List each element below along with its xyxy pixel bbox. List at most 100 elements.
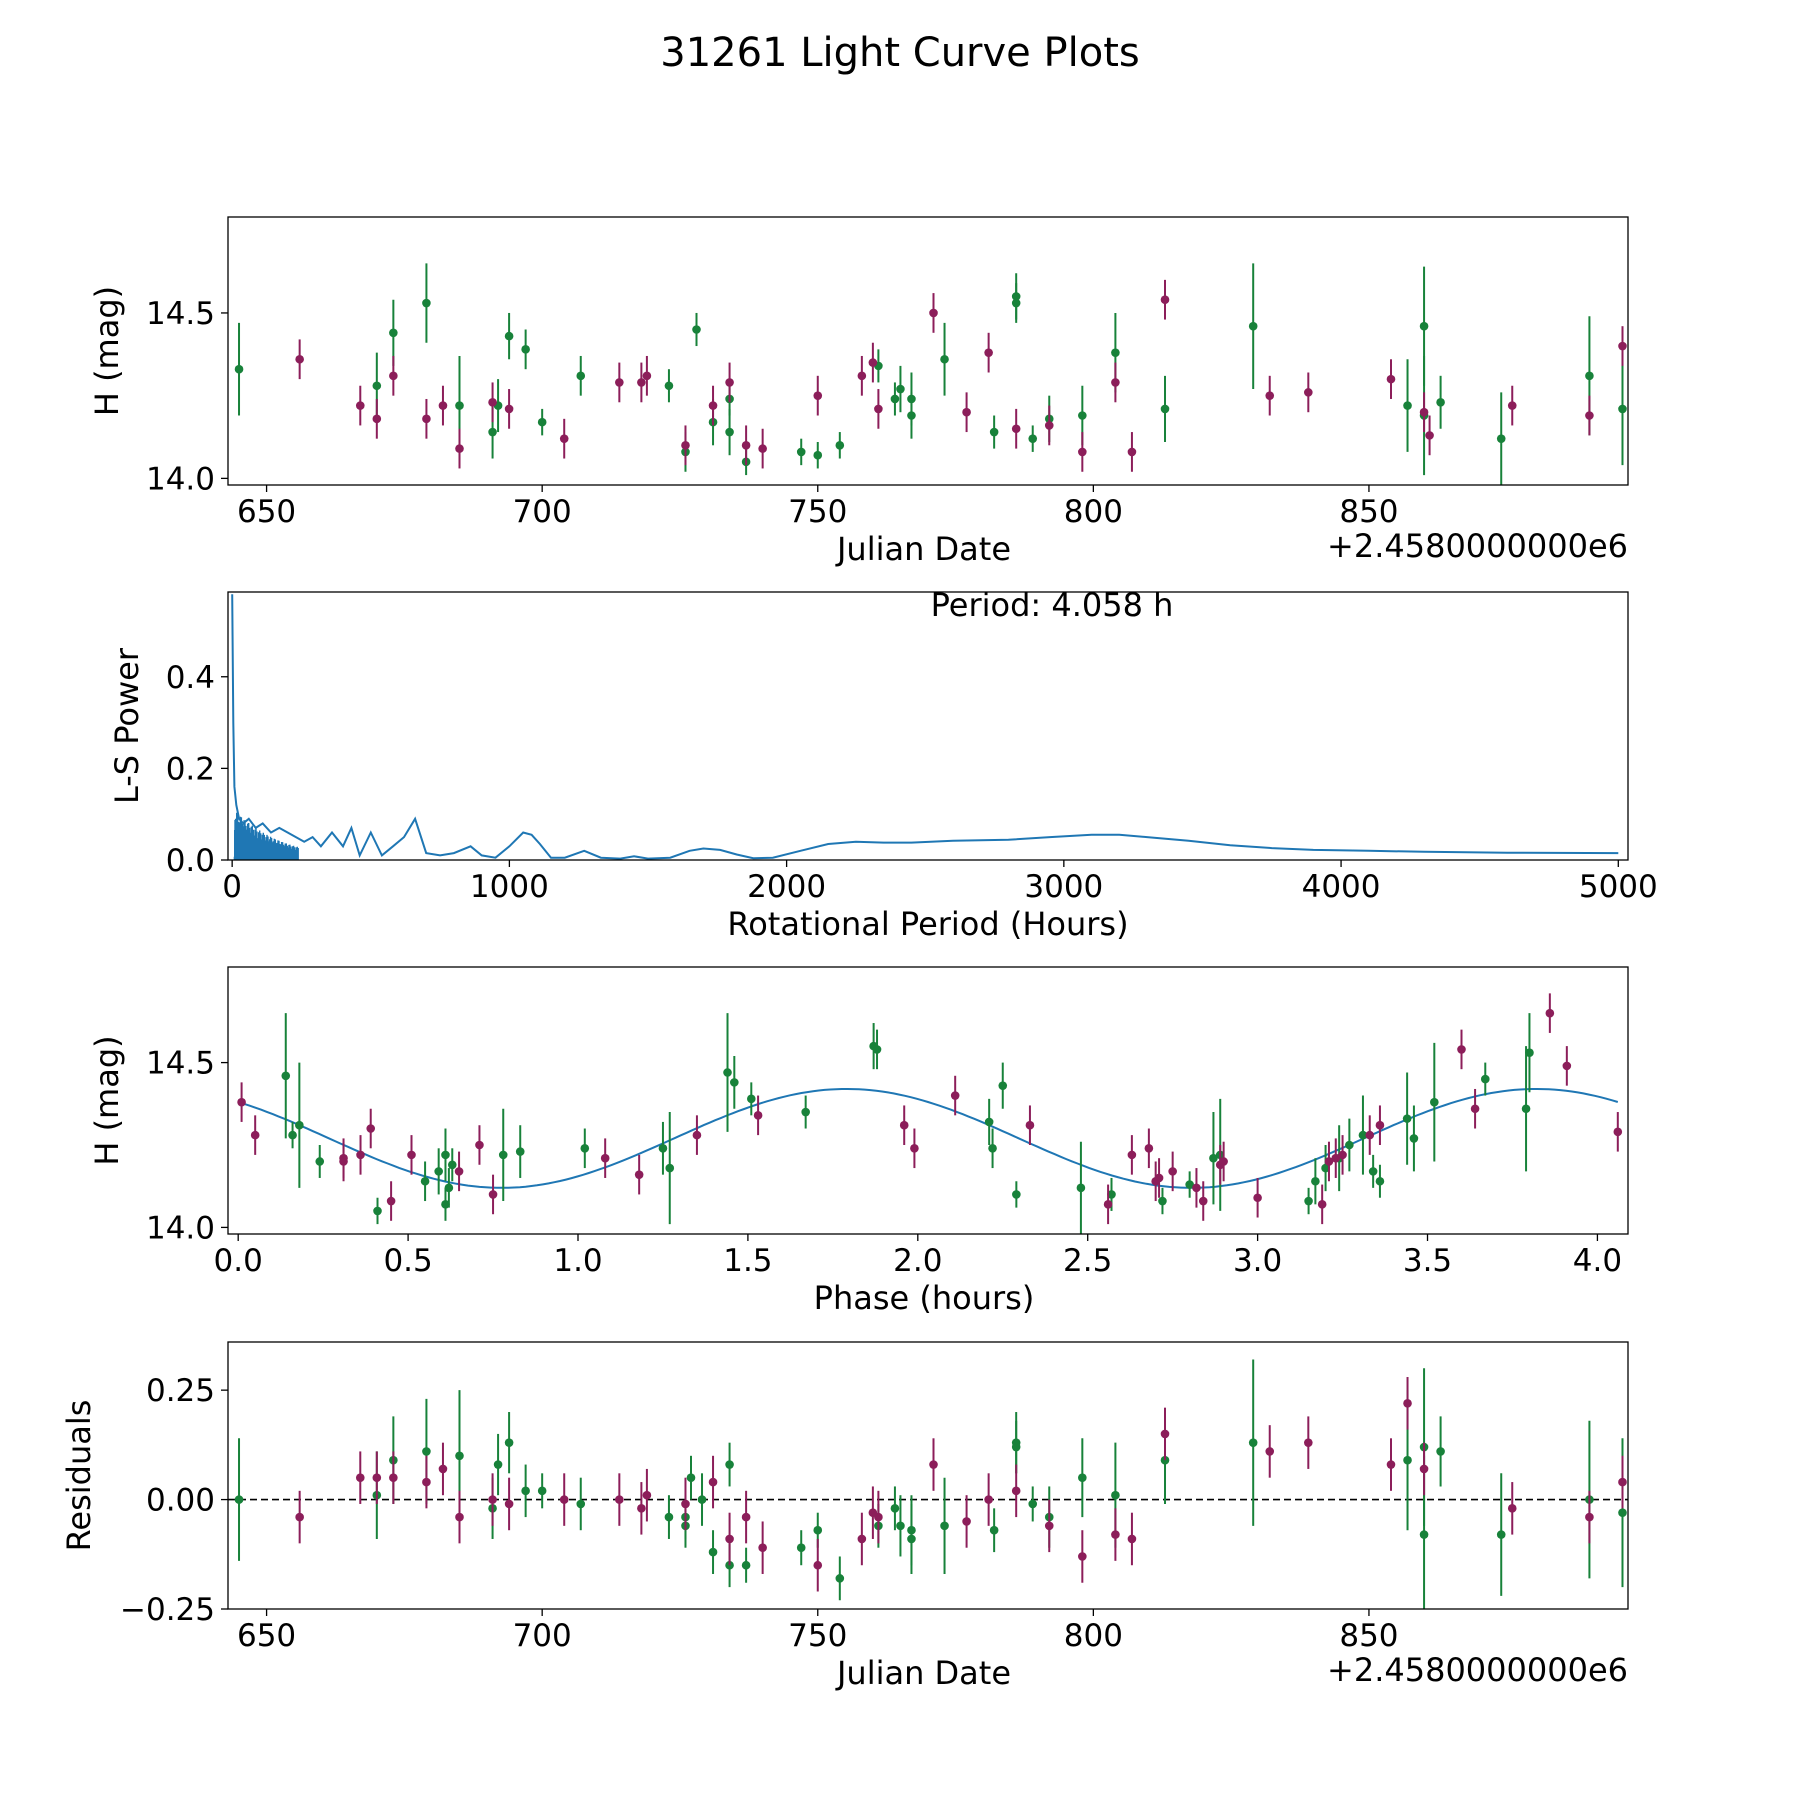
data-point: [1436, 1447, 1445, 1456]
data-point: [1253, 1193, 1262, 1203]
x-tick-label: 700: [513, 1618, 572, 1654]
data-point: [681, 1499, 690, 1509]
data-point: [910, 1143, 919, 1153]
data-point: [1521, 1104, 1531, 1114]
data-point: [1185, 1180, 1194, 1189]
data-point: [315, 1157, 325, 1166]
panel-phase-folded: 0.0 0.5 1.0 1.5 2.0 2.5 3.0 3.5 4.0 14.0 14.5 Phase…: [88, 966, 1629, 1317]
data-point: [615, 378, 624, 387]
data-point: [940, 1521, 949, 1531]
x-tick-label: 700: [513, 494, 572, 530]
y-tick-label: 0.0: [166, 843, 215, 879]
data-point: [234, 1495, 244, 1504]
x-tick-label: 800: [1064, 1618, 1123, 1654]
data-point: [1507, 1504, 1517, 1513]
data-point: [504, 1438, 514, 1447]
data-point: [1154, 1173, 1164, 1183]
data-point: [708, 1547, 718, 1557]
data-point: [1111, 1490, 1120, 1500]
data-point: [559, 434, 569, 443]
plot-area: [231, 594, 1619, 860]
data-point: [422, 414, 431, 424]
y-tick-label: −0.25: [120, 1592, 215, 1628]
data-point: [504, 1499, 514, 1509]
x-tick-label: 4.0: [1573, 1243, 1622, 1279]
data-point: [1111, 348, 1120, 357]
data-point: [521, 1486, 530, 1496]
data-point: [1457, 1045, 1466, 1054]
data-point: [1028, 1499, 1038, 1509]
data-point: [1585, 371, 1594, 381]
data-point: [234, 364, 244, 374]
y-tick-label: 14.0: [146, 461, 215, 497]
data-point: [356, 1150, 365, 1160]
data-point: [708, 1477, 718, 1487]
data-point: [1078, 1552, 1087, 1561]
data-point: [1613, 1127, 1623, 1137]
data-point: [389, 371, 398, 381]
x-tick-label: 0: [222, 869, 242, 905]
data-point: [686, 1473, 696, 1482]
data-point: [907, 1534, 916, 1544]
x-tick-label: 4000: [1302, 869, 1381, 905]
data-point: [874, 1512, 883, 1522]
data-point: [907, 411, 916, 420]
data-point: [796, 1543, 806, 1553]
data-point: [1311, 1176, 1320, 1186]
data-point: [962, 407, 971, 417]
data-point: [857, 1534, 867, 1544]
data-point: [422, 1447, 431, 1456]
data-point: [1198, 1196, 1208, 1206]
panel-time-series: 650 700 750 800 850 14.0 14.5 Julian Date H (mag…: [88, 216, 1629, 568]
data-point: [929, 1460, 938, 1469]
data-point: [988, 1143, 997, 1153]
data-point: [1409, 1134, 1419, 1143]
data-point: [801, 1107, 810, 1117]
data-point: [758, 444, 767, 453]
data-point: [281, 1071, 291, 1081]
data-point: [1430, 1097, 1439, 1107]
data-point: [615, 1495, 624, 1504]
x-tick-label: 2.0: [893, 1243, 942, 1279]
x-tick-label: 850: [1339, 1618, 1398, 1654]
data-point: [339, 1157, 348, 1166]
data-point: [874, 404, 883, 414]
data-point: [1403, 401, 1412, 410]
x-tick-label: 0.5: [383, 1243, 432, 1279]
data-point: [488, 427, 497, 437]
data-point: [1304, 388, 1313, 397]
data-point: [1419, 407, 1429, 417]
data-point: [1127, 447, 1137, 457]
data-point: [434, 1167, 443, 1176]
data-point: [372, 1473, 382, 1482]
x-tick-label: 850: [1339, 494, 1398, 530]
data-point: [1419, 321, 1429, 331]
data-point: [1011, 1486, 1021, 1496]
x-tick-label: 3000: [1024, 869, 1103, 905]
data-point: [1386, 1460, 1396, 1469]
data-point: [741, 440, 751, 450]
data-point: [637, 378, 646, 387]
plot-area: [228, 1359, 1628, 1609]
data-point: [1436, 397, 1445, 407]
y-tick-label: 14.5: [146, 1046, 215, 1082]
data-point: [1078, 411, 1087, 420]
data-point: [1078, 447, 1087, 457]
data-point: [1403, 1398, 1412, 1408]
data-point: [454, 1167, 464, 1176]
data-point: [1618, 1508, 1627, 1518]
x-tick-label: 1.5: [723, 1243, 772, 1279]
data-point: [899, 1120, 909, 1130]
data-point: [288, 1130, 297, 1140]
data-point: [1496, 1530, 1506, 1539]
data-point: [1375, 1176, 1385, 1186]
data-point: [295, 1120, 304, 1130]
data-point: [1618, 404, 1627, 414]
y-tick-label: 14.0: [146, 1210, 215, 1246]
data-point: [295, 1512, 304, 1522]
data-point: [1127, 1150, 1137, 1160]
data-point: [984, 1495, 993, 1504]
data-point: [708, 401, 718, 410]
data-point: [697, 1495, 707, 1504]
